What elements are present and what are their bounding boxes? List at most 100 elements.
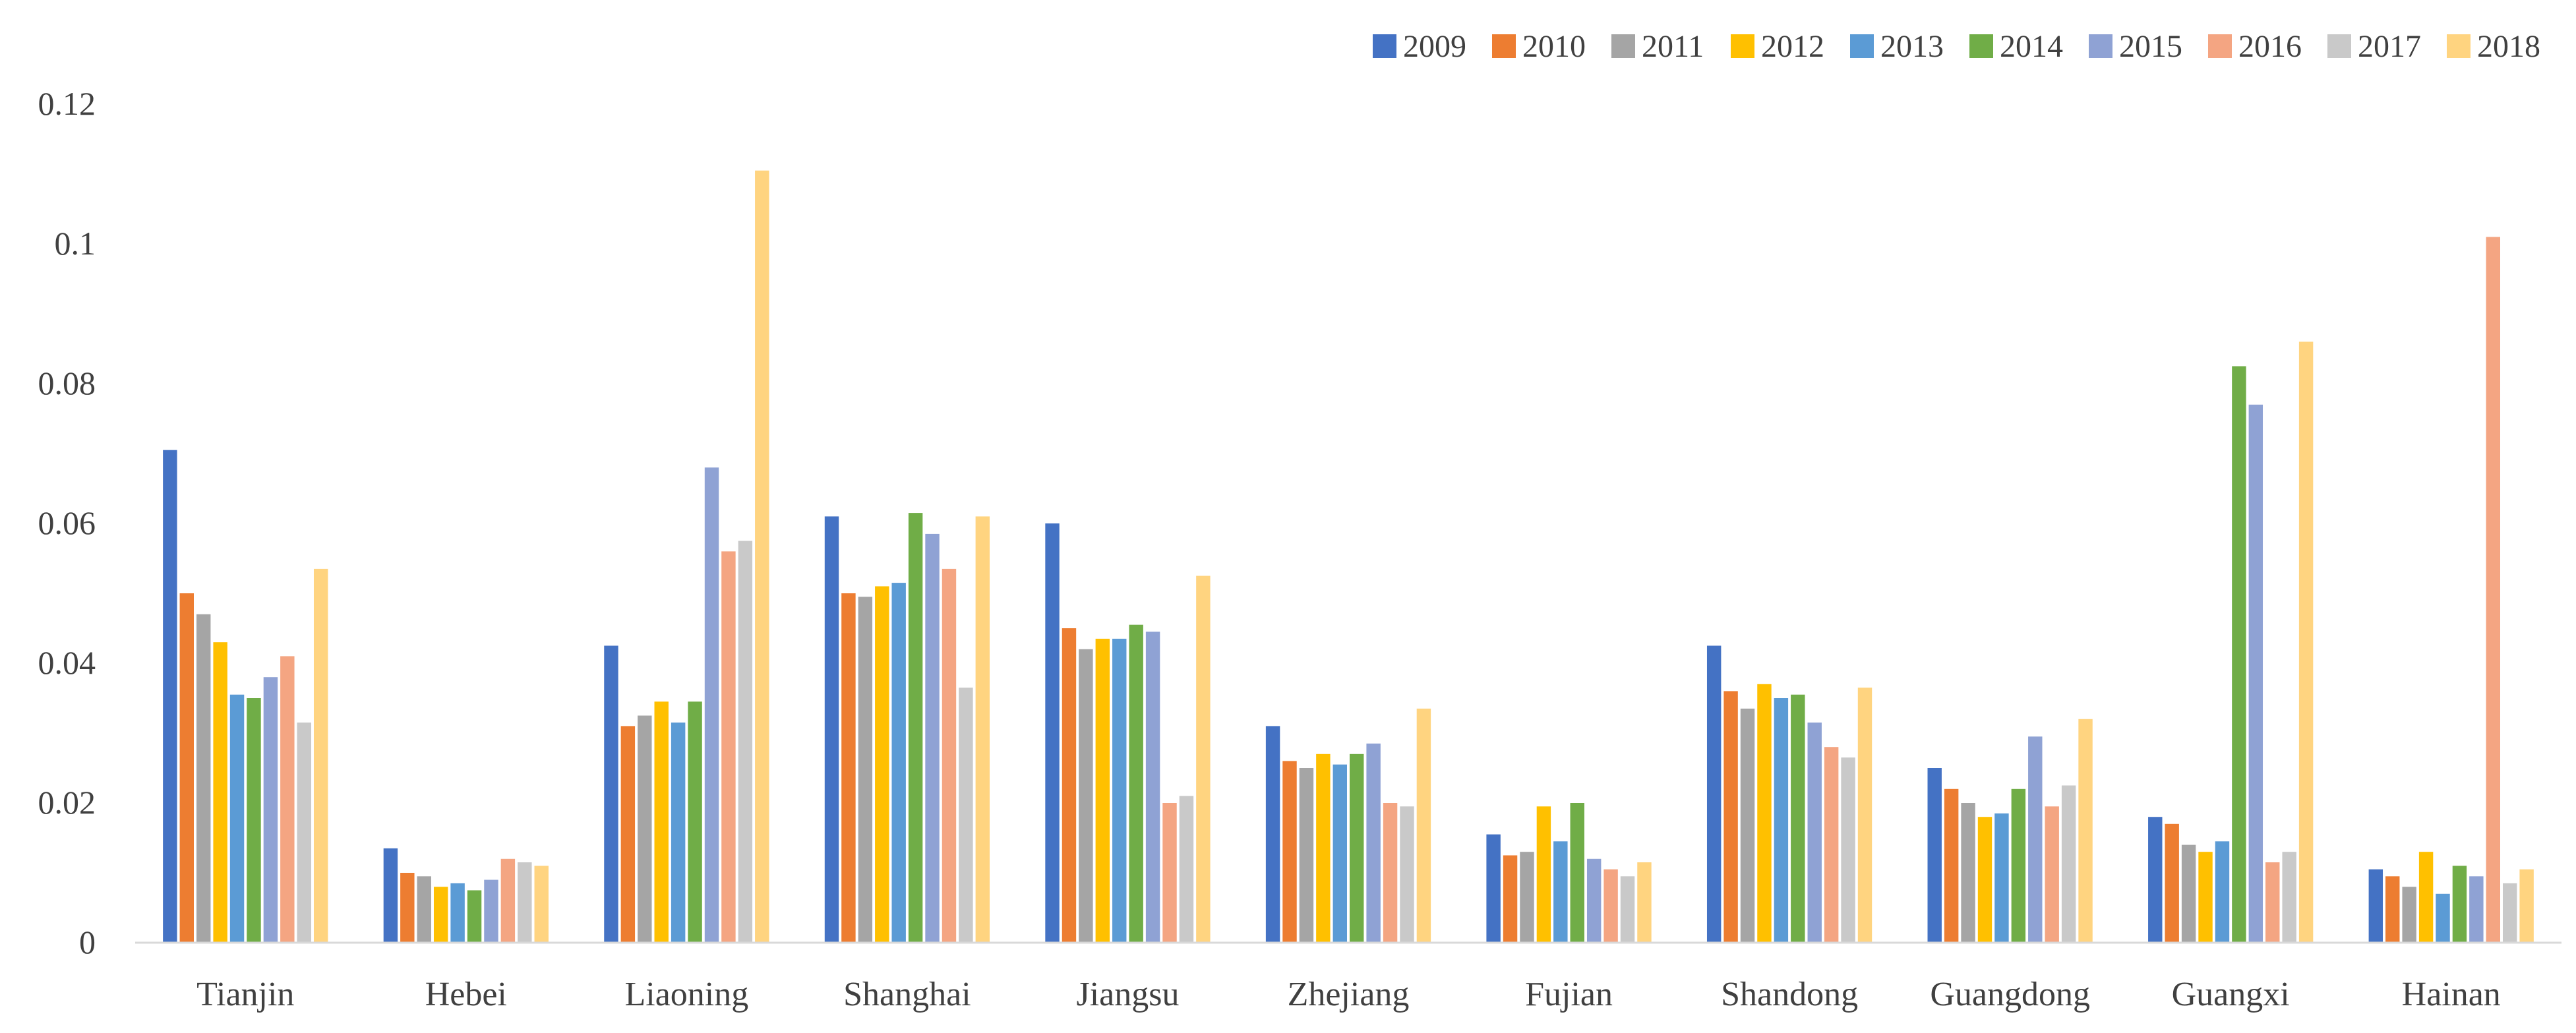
x-tick-label: Shanghai — [843, 976, 971, 1013]
legend-item-2016: 2016 — [2208, 29, 2302, 64]
legend-label: 2017 — [2358, 29, 2421, 64]
y-tick-label: 0.06 — [38, 504, 96, 541]
bar-hebei-2009 — [383, 848, 398, 943]
bar-hainan-2014 — [2452, 866, 2467, 943]
legend: 2009 2010 2011 2012 2013 2014 2015 2016 2017 2018 — [1373, 29, 2540, 64]
bar-jiangsu-2011 — [1079, 649, 1093, 943]
x-tick-label: Liaoning — [624, 976, 748, 1013]
legend-swatch — [1969, 34, 1993, 58]
bar-fujian-2016 — [1603, 869, 1618, 943]
bar-liaoning-2014 — [688, 701, 702, 943]
bar-hebei-2014 — [467, 890, 482, 943]
bar-fujian-2010 — [1503, 855, 1518, 943]
bar-shanghai-2016 — [942, 568, 957, 943]
legend-label: 2012 — [1761, 29, 1824, 64]
bar-zhejiang-2012 — [1316, 753, 1331, 943]
bar-shandong-2011 — [1740, 708, 1755, 943]
bar-liaoning-2010 — [620, 726, 636, 943]
bar-shandong-2015 — [1807, 723, 1822, 943]
bar-guangxi-2013 — [2215, 841, 2230, 943]
x-tick-label: Guangxi — [2172, 976, 2290, 1013]
bar-group-hainan — [2368, 237, 2534, 943]
bar-shanghai-2013 — [891, 583, 906, 943]
bar-hebei-2013 — [450, 883, 465, 943]
bar-guangdong-2009 — [1927, 768, 1942, 943]
y-tick-label: 0.02 — [38, 784, 96, 821]
bar-jiangsu-2015 — [1145, 632, 1160, 943]
bar-guangdong-2013 — [1994, 813, 2009, 943]
bar-group-guangxi — [2148, 341, 2314, 943]
bar-group-shandong — [1706, 645, 1872, 943]
y-tick-label: 0.12 — [38, 85, 96, 122]
legend-label: 2015 — [2119, 29, 2182, 64]
x-tick-label: Hebei — [425, 976, 507, 1013]
bar-group-liaoning — [604, 170, 769, 943]
legend-item-2010: 2010 — [1492, 29, 1586, 64]
bar-hainan-2016 — [2486, 237, 2501, 943]
bar-guangxi-2018 — [2298, 341, 2314, 943]
bar-jiangsu-2010 — [1062, 628, 1077, 943]
bar-tianjin-2012 — [213, 642, 227, 943]
bar-group-jiangsu — [1045, 523, 1211, 943]
bar-group-fujian — [1486, 803, 1652, 943]
x-tick-label: Guangdong — [1930, 976, 2090, 1013]
legend-label: 2010 — [1522, 29, 1586, 64]
bar-guangxi-2009 — [2148, 817, 2163, 943]
bar-jiangsu-2009 — [1045, 523, 1060, 943]
bar-group-shanghai — [824, 513, 990, 943]
bar-fujian-2018 — [1637, 862, 1652, 943]
bar-liaoning-2012 — [654, 701, 669, 943]
legend-item-2017: 2017 — [2327, 29, 2421, 64]
bar-guangxi-2011 — [2181, 844, 2196, 943]
bar-guangxi-2010 — [2165, 823, 2179, 943]
bar-zhejiang-2018 — [1416, 708, 1431, 943]
bar-shanghai-2015 — [925, 533, 940, 943]
bar-hebei-2012 — [433, 887, 448, 943]
bar-jiangsu-2018 — [1196, 576, 1211, 943]
bar-guangdong-2016 — [2045, 806, 2059, 943]
bar-zhejiang-2009 — [1265, 726, 1280, 943]
bar-shandong-2018 — [1857, 688, 1872, 943]
bar-guangxi-2017 — [2282, 852, 2296, 943]
bar-guangdong-2010 — [1944, 788, 1959, 943]
bar-hainan-2010 — [2385, 876, 2400, 943]
bar-hainan-2018 — [2519, 869, 2534, 943]
legend-item-2015: 2015 — [2089, 29, 2182, 64]
y-tick-label: 0.08 — [38, 365, 96, 401]
legend-item-2018: 2018 — [2447, 29, 2540, 64]
bar-shanghai-2017 — [959, 688, 973, 943]
bar-fujian-2017 — [1620, 876, 1635, 943]
bar-fujian-2013 — [1553, 841, 1568, 943]
bar-hebei-2010 — [400, 873, 415, 943]
bar-group-tianjin — [163, 450, 328, 943]
x-axis: Tianjin Hebei Liaoning Shanghai Jiangsu Zheji… — [196, 976, 2501, 1013]
legend-item-2014: 2014 — [1969, 29, 2063, 64]
legend-label: 2009 — [1403, 29, 1466, 64]
bar-series-group — [163, 170, 2534, 943]
bar-shandong-2010 — [1723, 691, 1738, 943]
bar-fujian-2014 — [1570, 803, 1584, 943]
bar-hebei-2011 — [417, 876, 431, 943]
legend-swatch — [1611, 34, 1635, 58]
y-axis: 0 0.02 0.04 0.06 0.08 0.1 0.12 — [38, 85, 96, 960]
x-tick-label: Fujian — [1525, 976, 1613, 1013]
bar-group-hebei — [383, 848, 549, 943]
bar-hebei-2015 — [484, 879, 498, 943]
legend-label: 2014 — [2000, 29, 2063, 64]
bar-shandong-2016 — [1824, 747, 1839, 943]
bar-tianjin-2017 — [297, 723, 311, 943]
bar-shandong-2013 — [1774, 698, 1789, 943]
bar-zhejiang-2011 — [1299, 768, 1314, 943]
bar-tianjin-2016 — [280, 656, 295, 943]
bar-zhejiang-2010 — [1282, 761, 1297, 943]
legend-swatch — [1492, 34, 1516, 58]
legend-swatch — [2089, 34, 2112, 58]
bar-shandong-2012 — [1757, 684, 1772, 943]
bar-hainan-2011 — [2402, 887, 2416, 943]
legend-item-2013: 2013 — [1850, 29, 1944, 64]
bar-tianjin-2013 — [229, 694, 245, 943]
bar-jiangsu-2014 — [1129, 624, 1143, 943]
bar-jiangsu-2012 — [1095, 638, 1110, 943]
bar-guangxi-2015 — [2248, 404, 2263, 943]
